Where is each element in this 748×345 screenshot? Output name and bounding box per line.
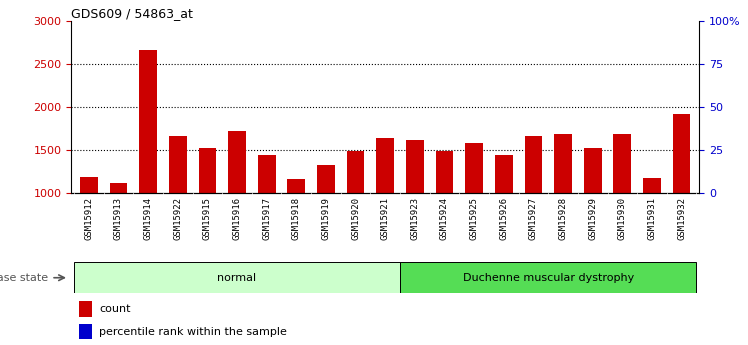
Text: GSM15932: GSM15932 xyxy=(677,197,686,240)
Text: GSM15923: GSM15923 xyxy=(411,197,420,240)
Text: GSM15916: GSM15916 xyxy=(233,197,242,240)
Text: percentile rank within the sample: percentile rank within the sample xyxy=(99,327,287,337)
Text: GSM15919: GSM15919 xyxy=(322,197,331,240)
Bar xyxy=(139,50,157,279)
Bar xyxy=(643,178,660,279)
Bar xyxy=(672,114,690,279)
Bar xyxy=(435,151,453,279)
Text: GSM15912: GSM15912 xyxy=(85,197,94,240)
Bar xyxy=(258,155,275,279)
Text: GSM15931: GSM15931 xyxy=(648,197,657,240)
Text: GSM15918: GSM15918 xyxy=(292,197,301,240)
Bar xyxy=(495,155,512,279)
Text: disease state: disease state xyxy=(0,273,49,283)
Text: count: count xyxy=(99,304,131,314)
Bar xyxy=(228,131,246,279)
Bar xyxy=(79,324,92,339)
Text: GDS609 / 54863_at: GDS609 / 54863_at xyxy=(71,7,193,20)
Bar xyxy=(79,301,92,317)
Text: GSM15917: GSM15917 xyxy=(262,197,272,240)
Bar xyxy=(465,143,483,279)
Text: normal: normal xyxy=(218,273,257,283)
Bar xyxy=(524,136,542,279)
Text: GSM15927: GSM15927 xyxy=(529,197,538,240)
Text: GSM15922: GSM15922 xyxy=(174,197,183,240)
Text: GSM15921: GSM15921 xyxy=(381,197,390,240)
Bar xyxy=(80,177,98,279)
Text: GSM15925: GSM15925 xyxy=(470,197,479,240)
Bar xyxy=(406,140,424,279)
Bar xyxy=(317,165,335,279)
Bar xyxy=(376,138,394,279)
Bar xyxy=(169,136,187,279)
Text: GSM15930: GSM15930 xyxy=(618,197,627,240)
Text: GSM15914: GSM15914 xyxy=(144,197,153,240)
Bar xyxy=(613,134,631,279)
Bar xyxy=(400,262,696,293)
Text: GSM15926: GSM15926 xyxy=(499,197,509,240)
Bar xyxy=(346,151,364,279)
Text: GSM15913: GSM15913 xyxy=(114,197,123,240)
Bar xyxy=(198,148,216,279)
Bar xyxy=(74,262,400,293)
Bar xyxy=(583,148,601,279)
Bar xyxy=(554,134,572,279)
Bar xyxy=(287,178,305,279)
Bar xyxy=(110,183,127,279)
Text: GSM15915: GSM15915 xyxy=(203,197,212,240)
Text: GSM15929: GSM15929 xyxy=(588,197,597,240)
Text: GSM15924: GSM15924 xyxy=(440,197,449,240)
Text: Duchenne muscular dystrophy: Duchenne muscular dystrophy xyxy=(462,273,634,283)
Text: GSM15928: GSM15928 xyxy=(559,197,568,240)
Text: GSM15920: GSM15920 xyxy=(351,197,360,240)
